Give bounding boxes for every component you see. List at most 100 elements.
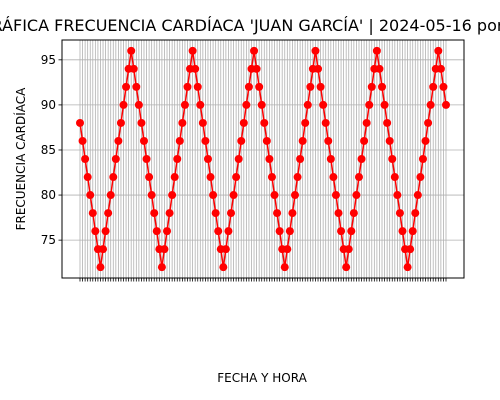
data-point <box>163 227 172 236</box>
data-point <box>303 100 312 109</box>
data-point <box>114 136 123 145</box>
data-point <box>324 136 333 145</box>
data-point <box>257 100 266 109</box>
data-point <box>296 155 305 163</box>
data-point <box>157 263 166 272</box>
data-point <box>178 118 187 127</box>
data-point <box>106 191 115 200</box>
data-point <box>267 173 276 182</box>
data-point <box>406 245 415 254</box>
y-tick-label: 75 <box>41 233 56 247</box>
data-point <box>262 136 271 145</box>
data-point <box>418 155 427 163</box>
y-tick-label: 95 <box>41 53 56 67</box>
data-point <box>83 173 92 182</box>
data-point <box>122 82 131 91</box>
data-point <box>424 118 433 127</box>
data-point <box>132 82 141 91</box>
data-point <box>183 82 192 91</box>
data-point <box>201 136 210 145</box>
data-point <box>390 173 399 182</box>
data-point <box>260 118 269 127</box>
data-point <box>81 155 90 163</box>
data-point <box>321 118 330 127</box>
y-tick-label: 80 <box>41 188 56 202</box>
data-point <box>416 173 425 182</box>
y-axis-label: FRECUENCIA CARDÍACA <box>13 87 28 231</box>
data-point <box>147 191 156 200</box>
data-point <box>413 191 422 200</box>
data-point <box>349 209 358 218</box>
data-point <box>434 46 443 55</box>
grid-lines <box>62 40 464 278</box>
data-point <box>196 100 205 109</box>
data-point <box>180 100 189 109</box>
data-point <box>429 82 438 91</box>
data-point <box>380 100 389 109</box>
data-point <box>331 191 340 200</box>
data-point <box>250 46 259 55</box>
data-point <box>357 155 366 163</box>
data-point <box>347 227 356 236</box>
plot-area-frame <box>61 39 465 279</box>
data-point <box>362 118 371 127</box>
x-axis-ticks <box>79 278 447 282</box>
data-point <box>255 82 264 91</box>
data-point <box>275 227 284 236</box>
data-point <box>342 263 351 272</box>
data-point <box>395 209 404 218</box>
data-point <box>137 118 146 127</box>
data-point <box>439 82 448 91</box>
data-point <box>337 227 346 236</box>
data-point <box>393 191 402 200</box>
data-point <box>78 136 87 145</box>
data-point <box>442 100 450 109</box>
data-point <box>224 227 233 236</box>
data-point <box>134 100 143 109</box>
data-point <box>398 227 407 236</box>
data-point <box>232 173 241 182</box>
data-point <box>99 245 108 254</box>
data-point <box>314 64 323 73</box>
data-point <box>119 100 128 109</box>
data-point <box>76 118 84 127</box>
data-point <box>116 118 125 127</box>
x-axis-label: FECHA Y HORA <box>217 371 307 385</box>
data-point <box>411 209 420 218</box>
data-point <box>237 136 246 145</box>
data-point <box>104 209 113 218</box>
data-point <box>152 227 161 236</box>
data-point <box>214 227 223 236</box>
data-point <box>129 64 138 73</box>
data-point <box>344 245 353 254</box>
data-point <box>229 191 238 200</box>
data-point <box>139 136 148 145</box>
data-point <box>288 209 297 218</box>
data-point <box>285 227 294 236</box>
data-point <box>227 209 236 218</box>
data-point <box>168 191 177 200</box>
data-point <box>191 64 200 73</box>
data-point <box>150 209 159 218</box>
data-point <box>352 191 361 200</box>
data-point <box>383 118 392 127</box>
data-point <box>334 209 343 218</box>
data-point <box>109 173 118 182</box>
data-point <box>367 82 376 91</box>
data-point <box>101 227 110 236</box>
data-point <box>388 155 397 163</box>
data-point <box>203 155 212 163</box>
data-point <box>372 46 381 55</box>
data-point <box>354 173 363 182</box>
data-point <box>165 209 174 218</box>
data-point <box>301 118 310 127</box>
data-point <box>86 191 95 200</box>
data-point <box>170 173 179 182</box>
data-point <box>436 64 445 73</box>
data-point <box>239 118 248 127</box>
data-point <box>378 82 387 91</box>
data-point <box>319 100 328 109</box>
data-point <box>145 173 154 182</box>
data-point <box>293 173 302 182</box>
